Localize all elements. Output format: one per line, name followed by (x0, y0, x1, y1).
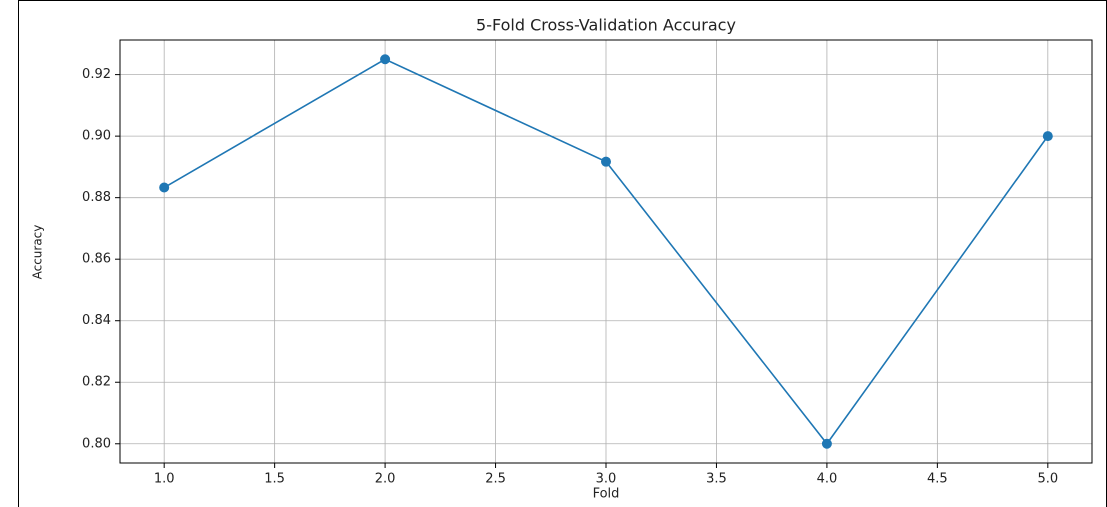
frame (18, 0, 1107, 507)
point (821, 438, 832, 449)
x-tick-label: 5.0 (1037, 472, 1058, 487)
x-tick-label: 1.0 (154, 472, 175, 487)
x-tick-label: 3.0 (596, 472, 617, 487)
y-tick-label: 0.92 (82, 67, 111, 82)
x-tick-label: 3.5 (706, 472, 727, 487)
x-tick-label: 2.5 (485, 472, 506, 487)
y-tick-label: 0.82 (82, 375, 111, 390)
y-tick-label: 0.88 (82, 190, 111, 205)
plot-area (119, 39, 1093, 464)
y-tick-label: 0.86 (82, 252, 111, 267)
x-tick-label: 1.5 (264, 472, 285, 487)
y-tick-label: 0.90 (82, 129, 111, 144)
chart-title: 5-Fold Cross-Validation Accuracy (476, 16, 736, 35)
point (159, 182, 170, 193)
x-tick-label: 4.5 (927, 472, 948, 487)
y-tick-label: 0.80 (82, 436, 111, 451)
x-tick-label: 4.0 (817, 472, 838, 487)
x-tick-label: 2.0 (375, 472, 396, 487)
point (1042, 131, 1053, 142)
y-axis-label: Accuracy (31, 225, 45, 280)
x-axis-label: Fold (593, 487, 620, 502)
y-tick-label: 0.84 (82, 313, 111, 328)
point (380, 54, 391, 65)
point (601, 156, 611, 167)
